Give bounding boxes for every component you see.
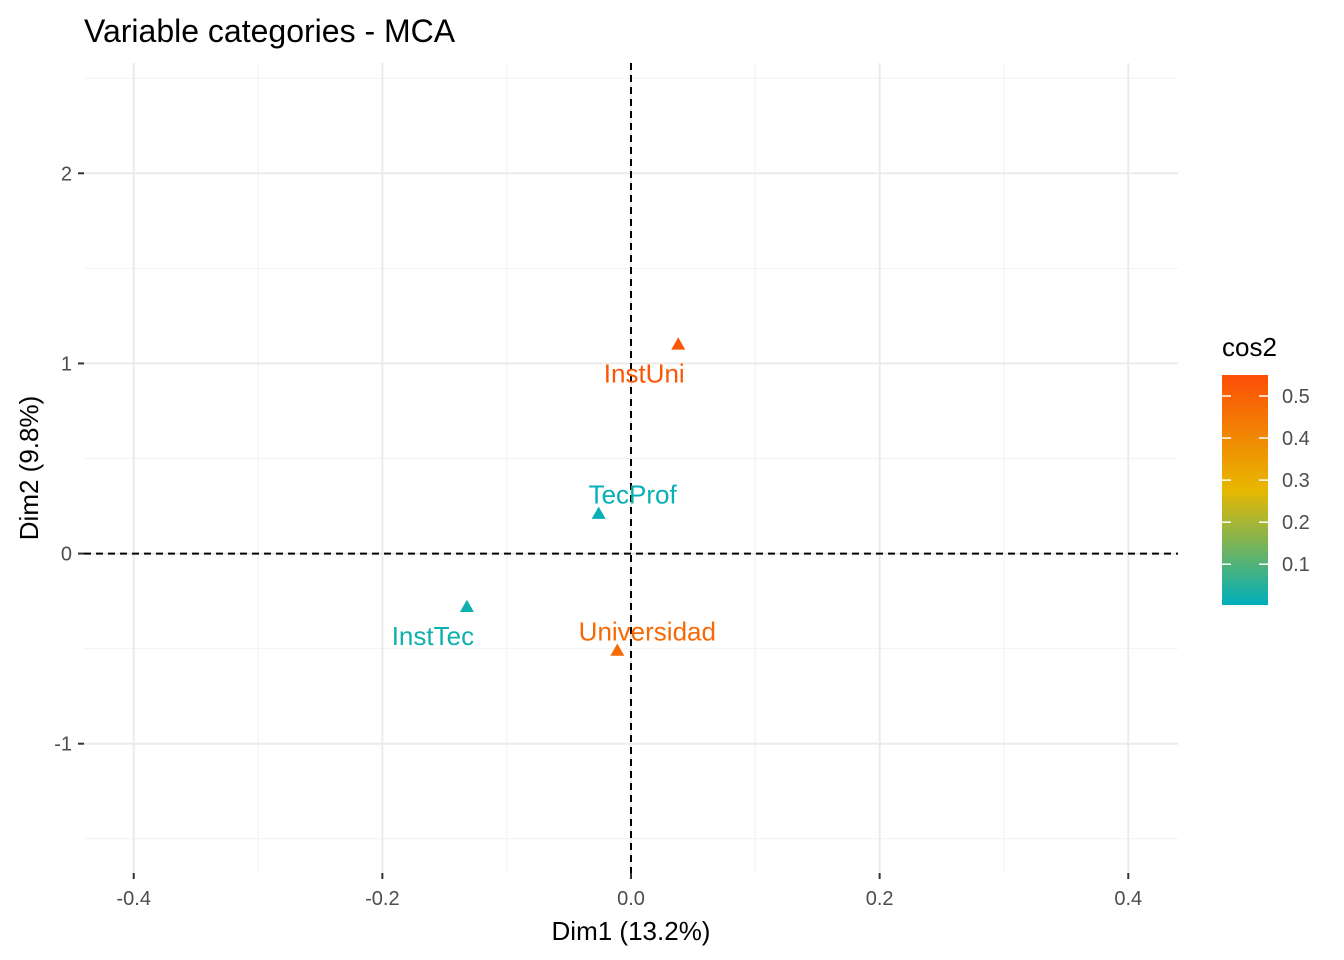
x-tick-label: 0.2: [866, 888, 894, 910]
x-tick-label: 0.0: [617, 888, 645, 910]
y-tick-label: 2: [61, 163, 72, 185]
legend-tick-label: 0.3: [1282, 470, 1310, 492]
point-label: Universidad: [579, 617, 716, 647]
x-tick-label: -0.4: [116, 888, 150, 910]
y-tick-label: -1: [54, 734, 72, 756]
y-axis-title: Dim2 (9.8%): [14, 396, 44, 540]
legend-tick-label: 0.1: [1282, 554, 1310, 576]
legend-tick-label: 0.2: [1282, 512, 1310, 534]
point-label: InstTec: [392, 621, 474, 651]
y-tick-label: 1: [61, 353, 72, 375]
point-marker: [610, 643, 625, 656]
point-marker: [591, 506, 606, 519]
point-label: InstUni: [604, 358, 685, 388]
y-tick-label: 0: [61, 544, 72, 566]
x-tick-label: 0.4: [1114, 888, 1142, 910]
reference-lines: [84, 63, 1178, 873]
chart-title: Variable categories - MCA: [84, 13, 456, 49]
axis-ticks: -0.4 -0.2 0.0 0.2 0.4 -1 0 1 2: [54, 163, 1142, 910]
x-tick-label: -0.2: [365, 888, 399, 910]
point-label: TecProf: [589, 480, 678, 510]
legend-title: cos2: [1222, 332, 1277, 362]
point-marker: [671, 337, 686, 350]
points-layer: InstUni TecProf InstTec Universidad: [392, 337, 716, 656]
color-legend: cos2 0.1 0.2 0.3 0.4 0.5: [1222, 332, 1310, 605]
legend-tick-label: 0.4: [1282, 428, 1310, 450]
legend-colorbar: [1222, 375, 1268, 605]
x-axis-title: Dim1 (13.2%): [552, 916, 711, 946]
legend-tick-label: 0.5: [1282, 386, 1310, 408]
point-marker: [459, 599, 474, 613]
legend-ticks: 0.1 0.2 0.3 0.4 0.5: [1222, 386, 1310, 576]
